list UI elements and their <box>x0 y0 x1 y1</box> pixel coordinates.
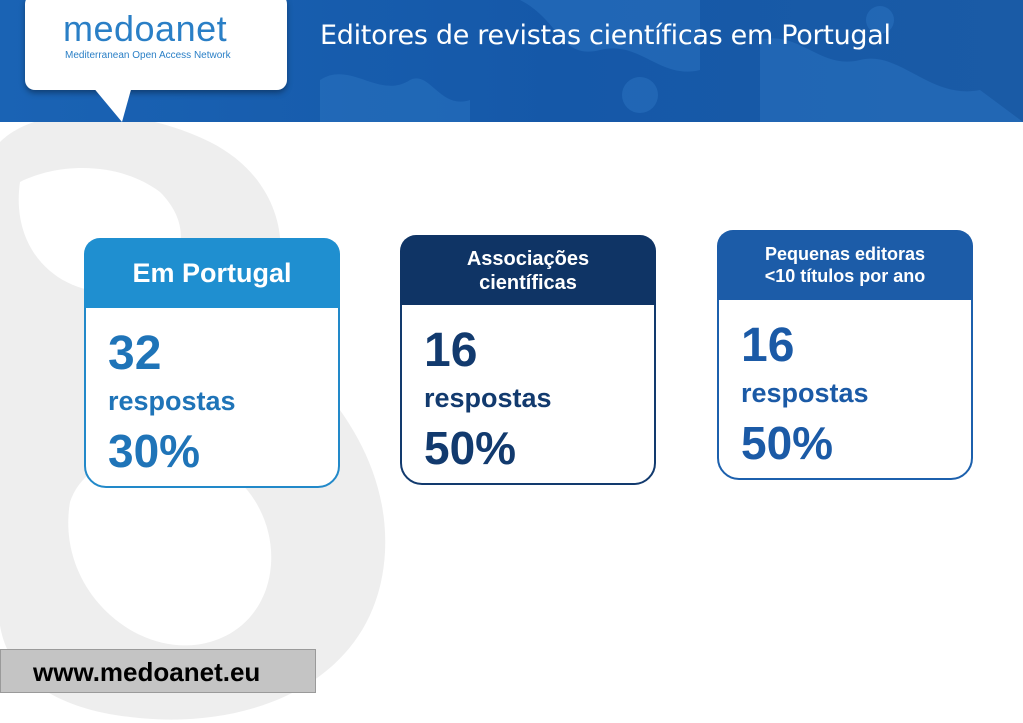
response-count: 16 <box>741 319 795 372</box>
response-percent: 30% <box>108 425 201 477</box>
logo-bubble: medoanet Mediterranean Open Access Netwo… <box>25 0 287 90</box>
response-unit: respostas <box>741 378 869 408</box>
speech-tail-icon <box>92 86 132 122</box>
header-pattern <box>320 0 1023 122</box>
card-pequenas-editoras: Pequenas editoras <10 títulos por ano 16… <box>717 230 973 480</box>
footer-url[interactable]: www.medoanet.eu <box>33 657 261 687</box>
response-count: 16 <box>424 324 478 377</box>
card-heading: Associações científicas <box>400 235 656 305</box>
logo-wordmark: medoanet <box>63 8 228 49</box>
card-heading: Pequenas editoras <10 títulos por ano <box>717 230 973 300</box>
card-heading-text: Em Portugal <box>132 257 292 288</box>
response-unit: respostas <box>424 383 552 413</box>
response-unit: respostas <box>108 386 236 416</box>
response-percent: 50% <box>741 417 834 469</box>
card-heading-line1: Pequenas editoras <box>764 244 926 264</box>
card-heading: Em Portugal <box>84 238 340 308</box>
response-count: 32 <box>108 327 162 380</box>
card-heading-line2: <10 títulos por ano <box>764 266 926 286</box>
card-associacoes: Associações científicas 16 respostas 50% <box>400 235 656 485</box>
card-heading-line2: científicas <box>479 272 577 294</box>
page-title: Editores de revistas científicas em Port… <box>320 20 891 51</box>
response-percent: 50% <box>424 422 517 474</box>
footer-url-box[interactable]: www.medoanet.eu <box>0 649 316 693</box>
card-em-portugal: Em Portugal 32 respostas 30% <box>84 238 340 488</box>
card-heading-line1: Associações <box>466 248 590 270</box>
logo-tagline: Mediterranean Open Access Network <box>65 50 231 61</box>
